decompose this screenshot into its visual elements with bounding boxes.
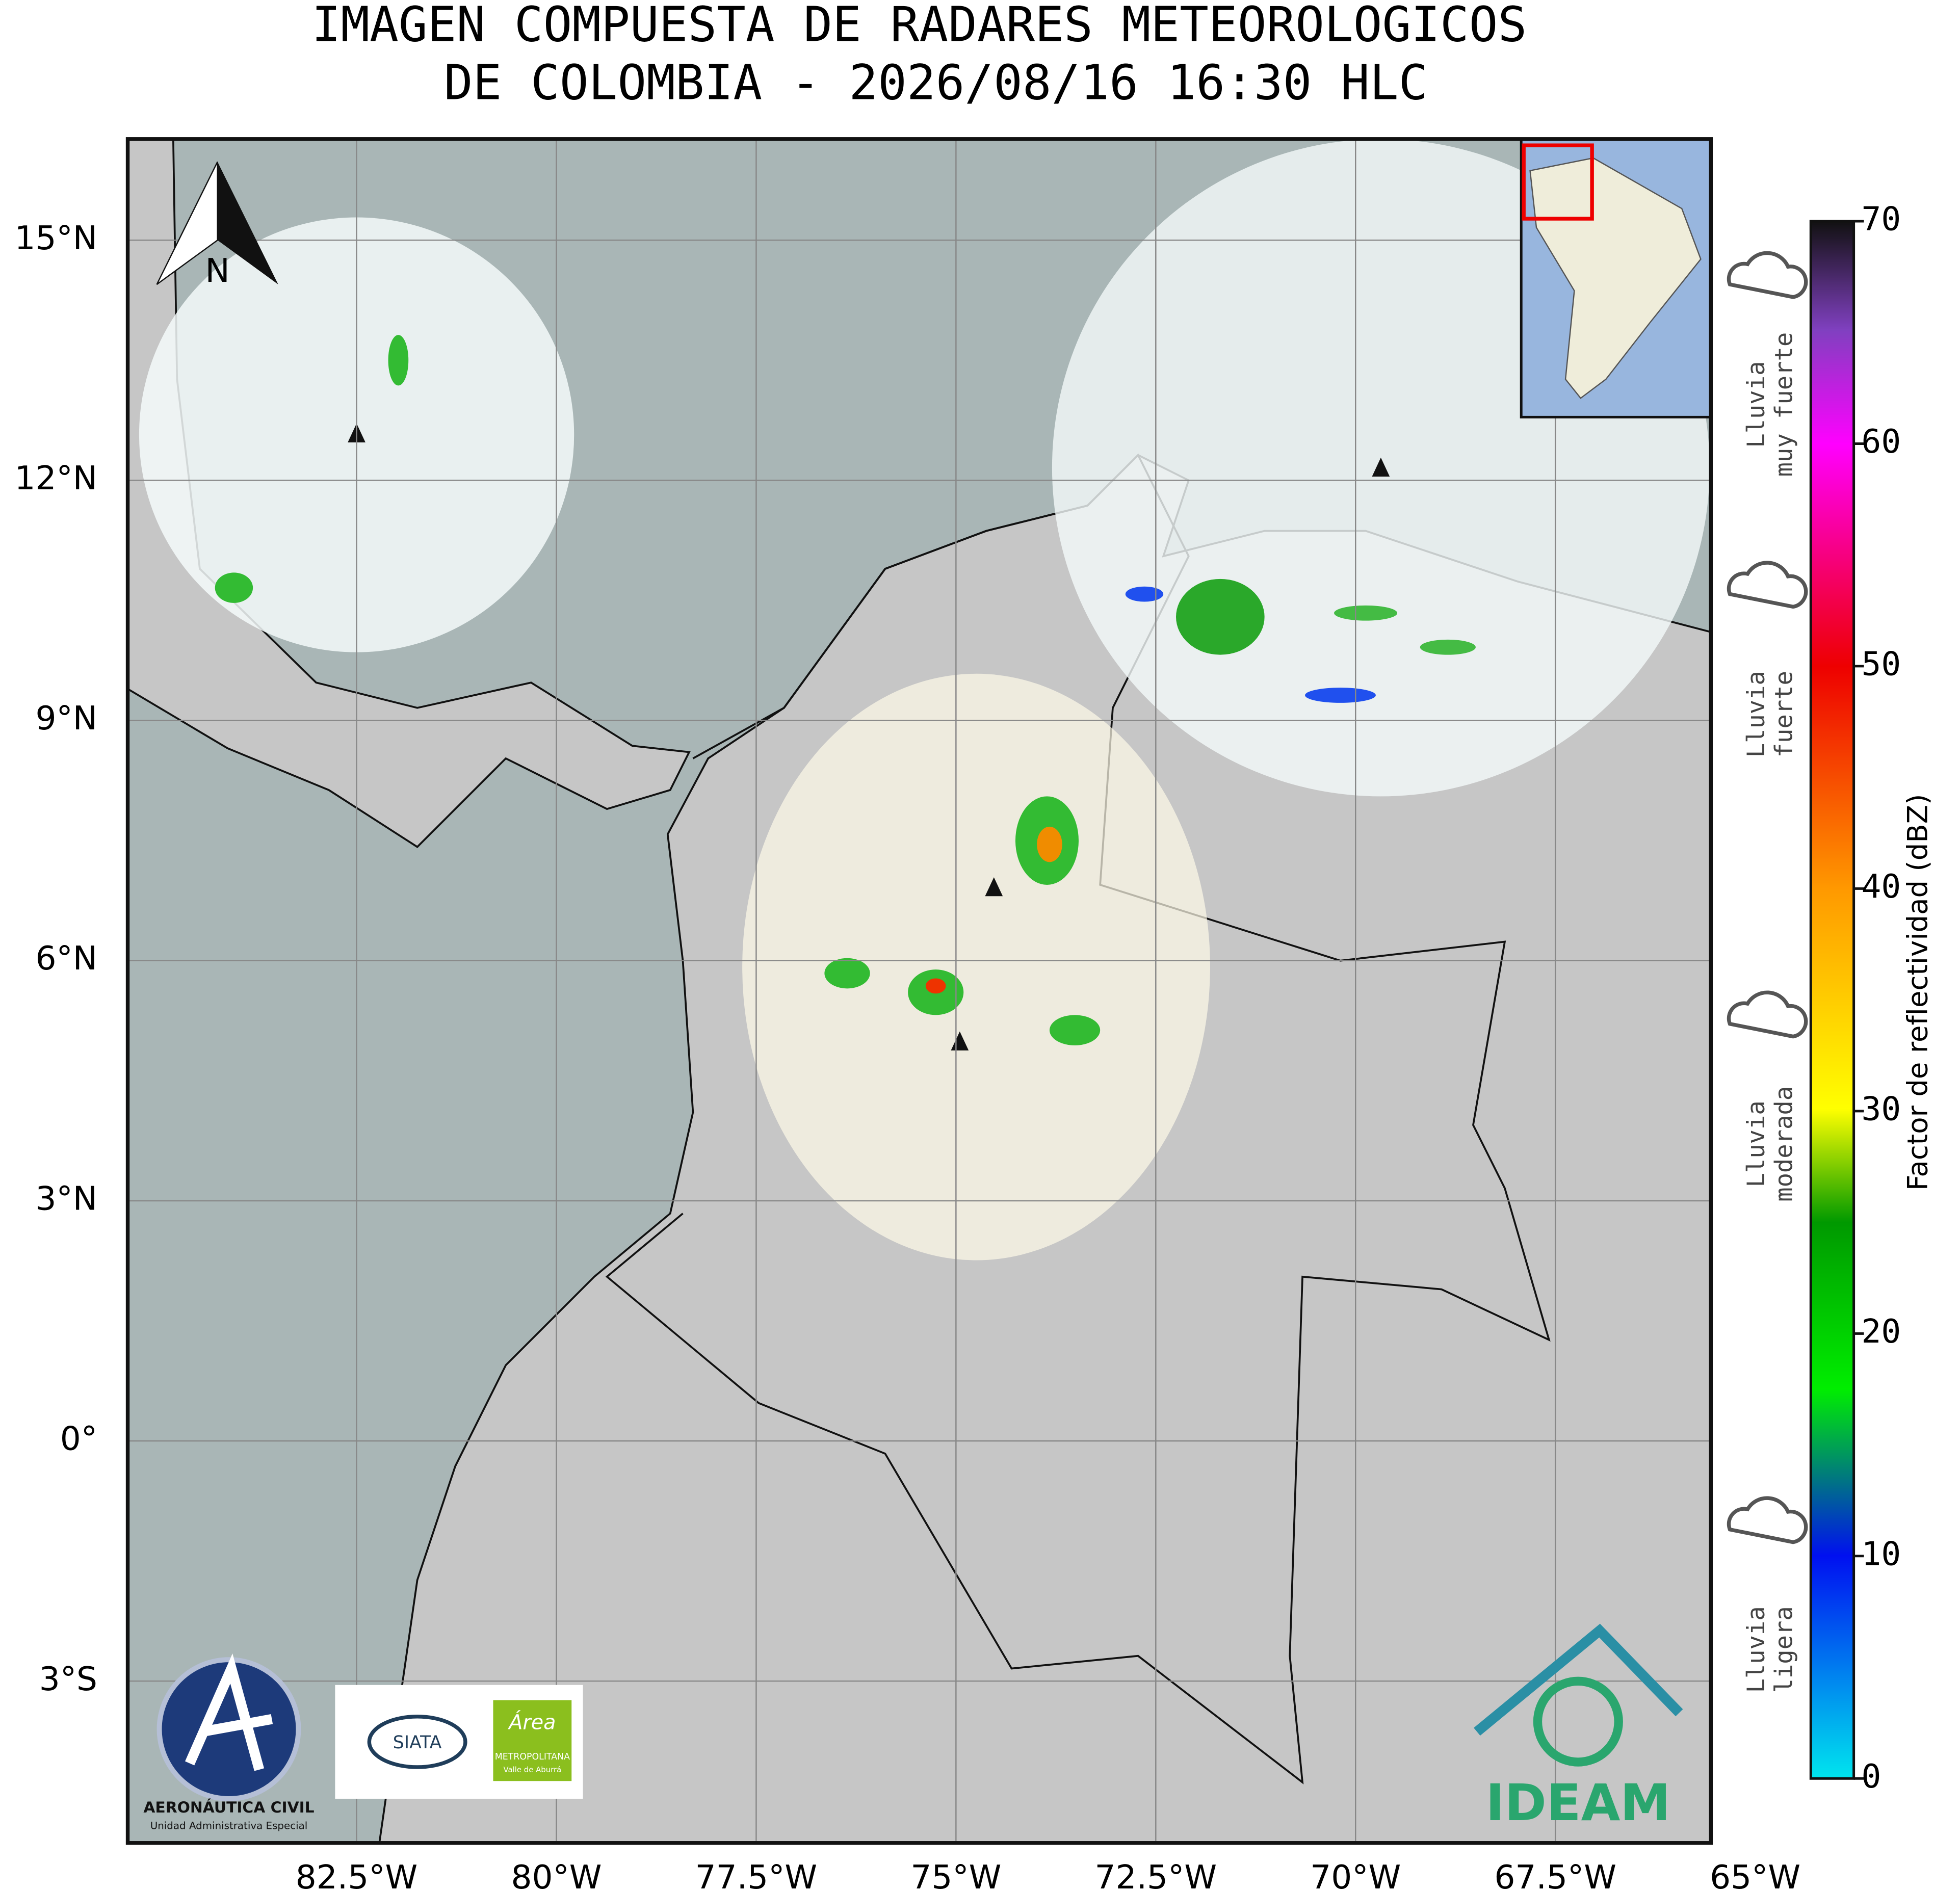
colorbar-tick-label: 30 [1862,1090,1901,1128]
cloud-icon [1727,561,1808,609]
logo-text: Valle de Aburrá [503,1765,561,1774]
lon-tick-label: 67.5°W [1494,1858,1616,1891]
title-line: DE COLOMBIA - 2026/08/16 16:30 HLC [444,56,1428,111]
colorbar-tick-label: 60 [1862,423,1901,461]
colorbar-tick-label: 10 [1862,1535,1901,1573]
radar-site [1372,457,1390,477]
colorbar-tick-label: 70 [1862,200,1901,239]
rain-label: ligera [1770,1606,1798,1693]
logo-text: Unidad Administrativa Especial [150,1820,308,1831]
lat-tick-label: 15°N [14,219,97,257]
rain-label: muy fuerte [1770,332,1798,477]
lat-tick-label: 0° [60,1420,97,1458]
logo-text: SIATA [393,1732,442,1753]
north-arrow [217,162,278,284]
lat-tick-label: 12°N [14,459,97,497]
axes: 82.5°W 80°W 77.5°W 75°W 72.5°W 70°W 67.5°W 65°W… [14,219,1800,1891]
cloud-icon [1727,251,1808,299]
lon-tick-label: 65°W [1710,1858,1800,1891]
colorbar-label: Factor de reflectividad (dBZ) [1901,794,1934,1191]
lon-tick-label: 72.5°W [1095,1858,1217,1891]
graticule [127,139,1711,1843]
lon-tick-label: 80°W [511,1858,602,1891]
lat-tick-label: 3°S [39,1660,97,1698]
siata-logo [367,1715,467,1769]
colorbar-ticks: 0 10 20 30 40 50 60 70 [1853,200,1901,1796]
radar-site [985,877,1003,897]
lon-tick-label: 77.5°W [695,1858,818,1891]
logo-text: IDEAM [1486,1774,1671,1832]
colorbar-tick-label: 0 [1862,1757,1881,1796]
title-line: IMAGEN COMPUESTA DE RADARES METEOROLOGIC… [312,0,1527,52]
lon-tick-label: 70°W [1310,1858,1401,1891]
north-label: N [205,252,230,290]
rain-label: Lluvia [1742,1606,1770,1693]
ideam-logo [1533,1676,1623,1767]
colorbar-tick-label: 50 [1862,645,1901,684]
lat-tick-label: 9°N [36,699,98,738]
rain-label: fuerte [1770,671,1798,757]
inset-extent [1522,143,1594,221]
cloud-icon [1727,1496,1808,1544]
lat-tick-label: 3°N [36,1179,98,1218]
map: N AERONÁUTICA CIVIL Unidad Administrativ… [127,139,1711,1843]
colorbar-tick-label: 40 [1862,868,1901,906]
ideam-logo [1474,1623,1683,1736]
radar-coverage [742,673,1210,1260]
colorbar-tick-label: 20 [1862,1312,1901,1351]
lon-tick-label: 75°W [910,1858,1001,1891]
echoes [215,335,1476,1045]
logo-text: Área [507,1711,556,1735]
cloud-icon [1727,990,1808,1039]
rain-label: Lluvia [1742,361,1770,448]
rain-label: moderada [1770,1086,1798,1202]
map-frame [125,137,1713,1845]
colorbar [1809,220,1856,1780]
rain-label: Lluvia [1742,1100,1770,1187]
area-logo [493,1700,572,1781]
logo-text: METROPOLITANA [495,1752,570,1762]
rain-label: Lluvia [1742,671,1770,757]
lat-tick-label: 6°N [36,939,98,978]
lon-tick-label: 82.5°W [296,1858,418,1891]
aerocivil-logo-mark [185,1653,273,1771]
logo-text: AERONÁUTICA CIVIL [143,1798,314,1817]
